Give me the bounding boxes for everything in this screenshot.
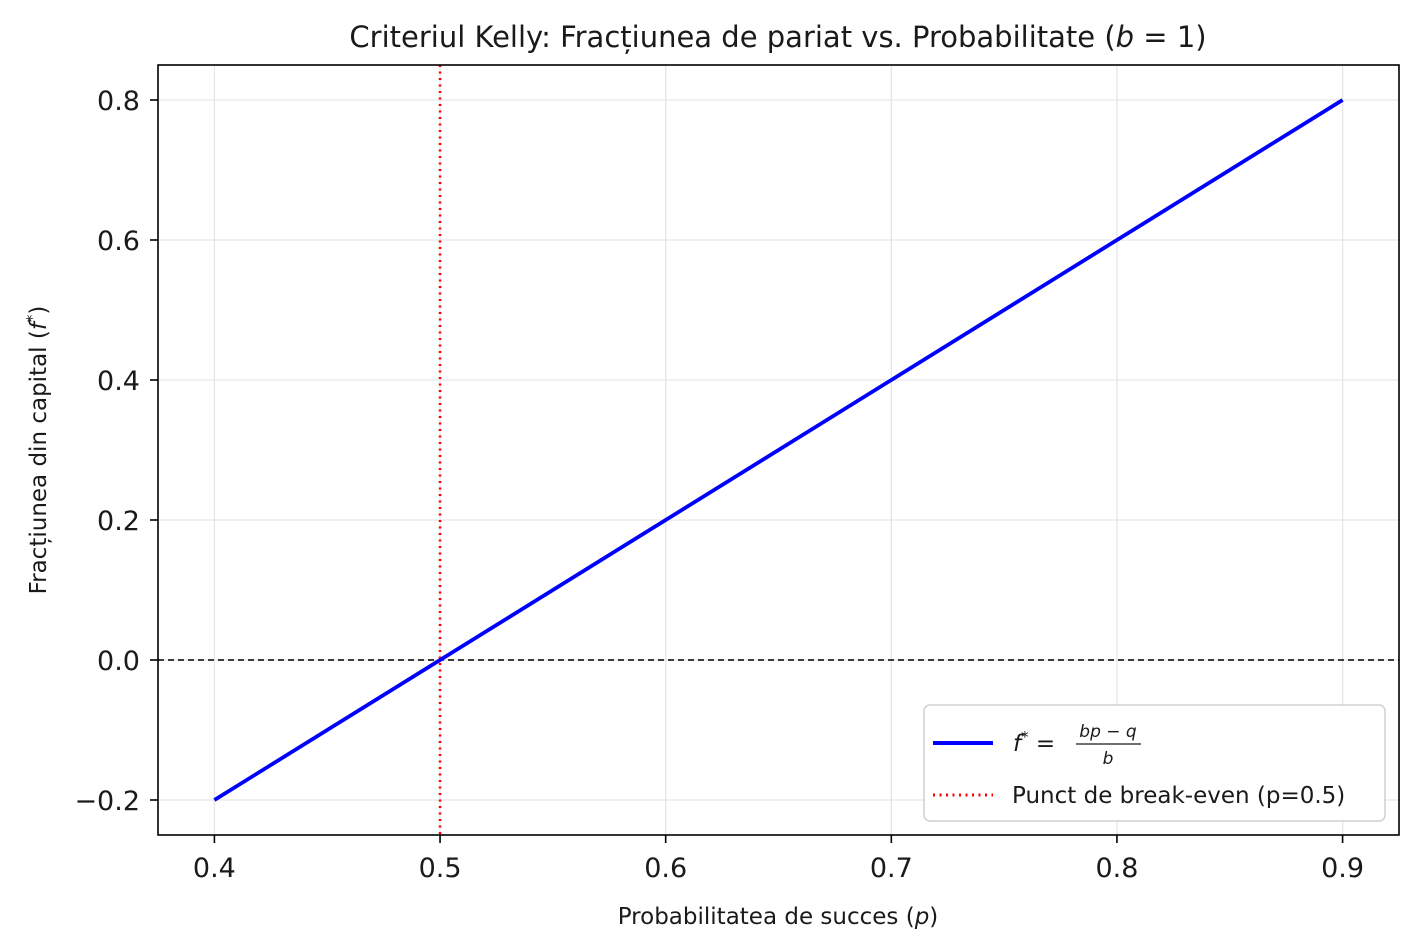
x-tick-label: 0.9 <box>1321 853 1364 884</box>
y-tick-label: 0.4 <box>97 366 140 397</box>
chart-title: Criteriul Kelly: Fracțiunea de pariat vs… <box>349 20 1206 54</box>
y-tick-label: 0.0 <box>97 646 140 677</box>
x-tick-label: 0.8 <box>1095 853 1138 884</box>
reference-lines <box>158 65 1399 835</box>
y-tick-label: 0.6 <box>97 226 140 257</box>
legend-label-breakeven: Punct de break-even (p=0.5) <box>1012 783 1345 809</box>
y-tick-label: 0.8 <box>97 86 140 117</box>
x-tick-label: 0.6 <box>644 853 687 884</box>
legend-label-kelly: f* = <box>1013 728 1055 757</box>
grid <box>158 65 1399 835</box>
x-tick-label: 0.5 <box>419 853 462 884</box>
plot-frame <box>157 64 1400 836</box>
y-axis-label: Fracțiunea din capital (f*) <box>23 306 52 595</box>
x-ticks: 0.4 0.5 0.6 0.7 0.8 0.9 <box>193 835 1364 884</box>
legend-frac-numerator: bp − q <box>1079 722 1137 742</box>
y-tick-label: −0.2 <box>74 786 140 817</box>
x-tick-label: 0.7 <box>870 853 913 884</box>
legend: f* = bp − q b Punct de break-even (p=0.5… <box>923 704 1386 822</box>
kelly-line <box>213 98 1344 802</box>
x-axis-label: Probabilitatea de succes (p) <box>618 904 939 930</box>
y-tick-label: 0.2 <box>97 506 140 537</box>
series-group <box>213 98 1344 802</box>
x-tick-label: 0.4 <box>193 853 236 884</box>
legend-frac-denominator: b <box>1103 749 1114 769</box>
y-ticks: −0.2 0.0 0.2 0.4 0.6 0.8 <box>74 86 158 817</box>
legend-box <box>923 704 1386 822</box>
